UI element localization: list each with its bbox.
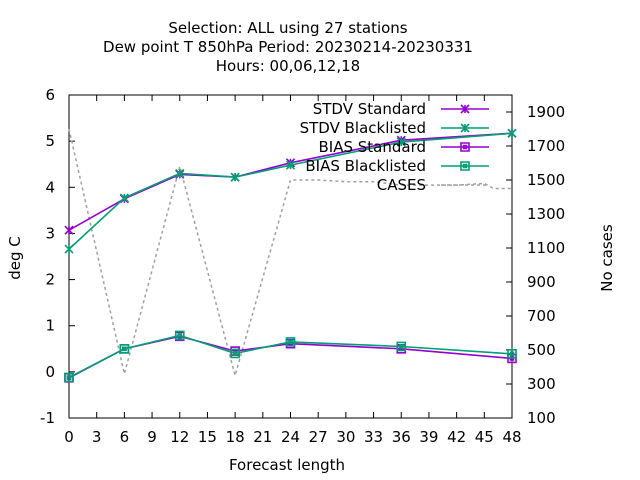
y2-tick-label: 700 (527, 307, 556, 325)
y2-tick-label: 1300 (527, 205, 565, 223)
data-point (64, 372, 74, 383)
series-line (68, 128, 512, 379)
legend-marker (460, 161, 470, 171)
x-tick-label: 27 (309, 428, 328, 446)
x-tick-label: 18 (226, 428, 245, 446)
chart-title-line: Hours: 00,06,12,18 (216, 57, 360, 75)
data-point (175, 168, 185, 179)
legend-label: STDV Standard (313, 100, 426, 118)
y-tick-label: 0 (45, 363, 55, 381)
y-tick-label: -1 (40, 409, 55, 427)
y2-tick-label: 1700 (527, 137, 565, 155)
data-point (285, 160, 296, 170)
data-point (119, 193, 129, 203)
y-tick-label: 5 (45, 132, 55, 150)
data-point (230, 172, 240, 182)
y-tick-label: 2 (45, 271, 55, 289)
chart-title-line: Dew point T 850hPa Period: 20230214-2023… (103, 38, 473, 56)
x-axis-label: Forecast length (229, 456, 345, 474)
y2-tick-label: 100 (527, 409, 556, 427)
x-tick-label: 39 (419, 428, 438, 446)
y2-axis-label: No cases (598, 224, 616, 292)
y2-tick-label: 1100 (527, 239, 565, 257)
x-tick-label: 24 (281, 428, 300, 446)
data-point (119, 343, 130, 354)
x-tick-label: 36 (392, 428, 411, 446)
data-point (174, 330, 185, 341)
data-point (396, 341, 407, 352)
y2-tick-label: 300 (527, 375, 556, 393)
legend-label: BIAS Blacklisted (305, 157, 426, 175)
y-axis-label: deg C (6, 236, 24, 280)
data-point (507, 349, 517, 359)
x-tick-label: 3 (92, 428, 102, 446)
x-tick-label: 30 (336, 428, 355, 446)
x-tick-label: 48 (502, 428, 521, 446)
y-tick-label: 1 (45, 317, 55, 335)
x-tick-label: 33 (364, 428, 383, 446)
x-tick-label: 42 (447, 428, 466, 446)
plot-frame (68, 94, 513, 419)
legend-marker (460, 123, 470, 133)
y-tick-label: 6 (45, 86, 55, 104)
x-tick-label: 15 (198, 428, 217, 446)
legend-marker (460, 104, 470, 114)
legend-label: CASES (377, 176, 426, 194)
y-tick-label: 3 (45, 224, 55, 242)
x-tick-label: 0 (64, 428, 74, 446)
x-tick-label: 21 (253, 428, 272, 446)
legend-label: BIAS Standard (318, 138, 426, 156)
y-tick-label: 4 (45, 178, 55, 196)
data-point (230, 348, 240, 359)
y2-tick-label: 1900 (527, 103, 565, 121)
x-tick-label: 9 (147, 428, 157, 446)
data-point (285, 337, 296, 347)
legend-marker (460, 142, 470, 152)
x-tick-label: 12 (170, 428, 189, 446)
series-line (68, 132, 513, 250)
y2-tick-label: 500 (527, 341, 556, 359)
series-line (68, 334, 513, 379)
data-point (64, 225, 74, 235)
chart-title-line: Selection: ALL using 27 stations (168, 19, 407, 37)
data-point (507, 128, 517, 138)
data-point (396, 137, 406, 147)
y2-tick-label: 900 (527, 273, 556, 291)
legend-label: STDV Blacklisted (300, 119, 426, 137)
x-tick-label: 6 (120, 428, 130, 446)
x-tick-label: 45 (475, 428, 494, 446)
data-point (64, 244, 74, 254)
y2-tick-label: 1500 (527, 171, 565, 189)
